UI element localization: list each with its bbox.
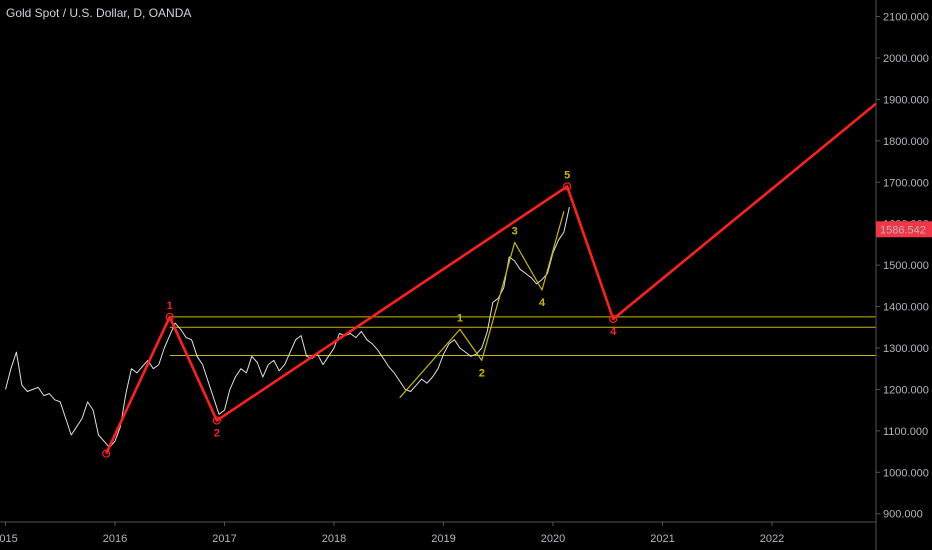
pivot-circle[interactable] — [212, 416, 221, 425]
x-tick-label: 2019 — [431, 533, 455, 545]
y-tick-label: 1000.000 — [883, 467, 929, 479]
price-axis[interactable]: 900.000 1000.000 1100.000 1200.000 1300.000 1… — [875, 0, 929, 550]
y-tick-label: 1700.000 — [883, 177, 929, 189]
pivot-circle[interactable] — [609, 314, 618, 324]
y-tick-label: 1100.000 — [883, 426, 928, 438]
x-tick-label: 2016 — [103, 533, 127, 545]
y-tick-label: 2000.000 — [883, 53, 929, 65]
wave-label: 1 — [457, 312, 463, 324]
y-tick-label: 2100.000 — [883, 12, 929, 24]
time-axis[interactable]: 2015 2016 2017 2018 2019 2020 2021 2022 — [0, 521, 876, 545]
y-tick-label: 1500.000 — [883, 260, 929, 272]
x-tick-label: 2022 — [760, 533, 784, 545]
pivot-circles — [102, 182, 618, 458]
current-price-label: 1586.542 — [880, 224, 926, 236]
pivot-circle[interactable] — [563, 182, 572, 191]
wave-label: 2 — [479, 367, 485, 379]
y-tick-label: 1300.000 — [883, 343, 929, 355]
wave-label: 3 — [512, 225, 518, 237]
wave-annotations: 1 2 5 4 1 2 3 4 — [167, 169, 617, 439]
series-line[interactable] — [399, 211, 565, 399]
x-tick-label: 2015 — [0, 533, 18, 545]
y-tick-label: 1200.000 — [883, 384, 929, 396]
pivot-circle[interactable] — [165, 312, 174, 322]
y-tick-label: 1800.000 — [883, 136, 929, 148]
wave-label: 4 — [610, 326, 617, 338]
series-line[interactable] — [105, 102, 877, 455]
y-tick-label: 1400.000 — [883, 302, 929, 314]
wave-label: 1 — [167, 300, 173, 312]
current-price-tag: 1586.542 — [876, 221, 932, 238]
horizontal-levels — [169, 316, 876, 356]
wave-label: 2 — [214, 428, 220, 440]
wave-label: 5 — [564, 169, 570, 181]
chart-title: Gold Spot / U.S. Dollar, D, OANDA — [6, 6, 192, 20]
series-lines — [5, 102, 877, 455]
y-tick-label: 1900.000 — [883, 94, 929, 106]
current-price-bg — [876, 221, 932, 238]
pivot-circle[interactable] — [102, 449, 111, 458]
x-tick-label: 2018 — [322, 533, 346, 545]
wave-label: 4 — [539, 297, 546, 309]
y-tick-label: 900.000 — [883, 509, 923, 521]
x-tick-label: 2020 — [541, 533, 565, 545]
x-tick-label: 2021 — [650, 533, 674, 545]
x-tick-label: 2017 — [212, 533, 236, 545]
series-line[interactable] — [5, 206, 570, 448]
